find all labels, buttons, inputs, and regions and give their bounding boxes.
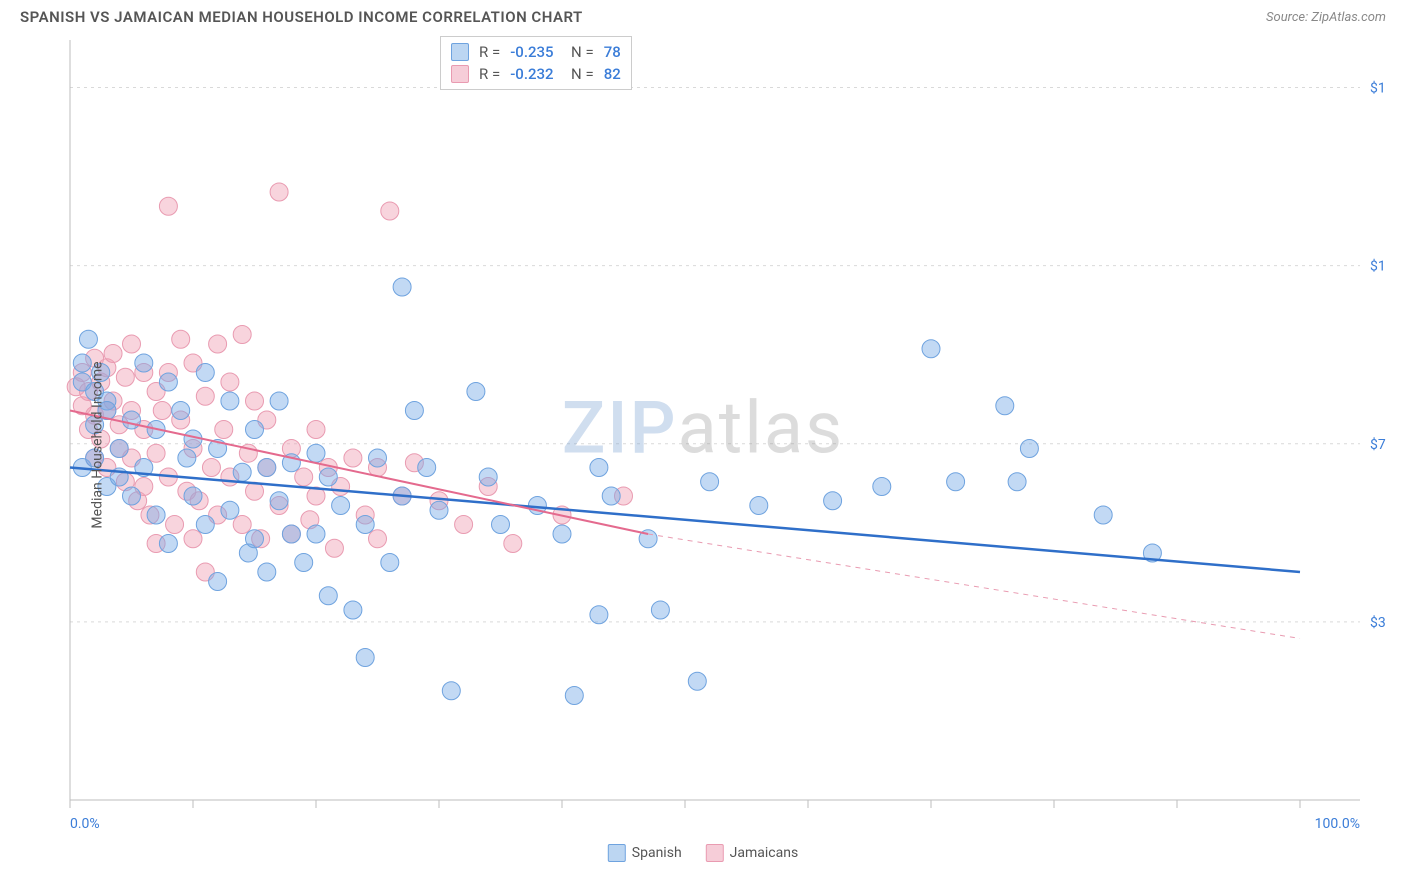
header: SPANISH VS JAMAICAN MEDIAN HOUSEHOLD INC… <box>0 0 1406 30</box>
swatch-spanish <box>451 43 469 61</box>
legend-label-jamaicans: Jamaicans <box>730 845 799 861</box>
legend-label-spanish: Spanish <box>632 845 682 861</box>
svg-text:100.0%: 100.0% <box>1315 816 1360 832</box>
svg-text:$37,500: $37,500 <box>1370 614 1386 631</box>
chart-area: Median Household Income $37,500 $75,000 $1… <box>20 30 1386 860</box>
svg-text:$112,500: $112,500 <box>1370 258 1386 275</box>
svg-text:0.0%: 0.0% <box>70 816 100 832</box>
correlation-legend: R = -0.235 N = 78 R = -0.232 N = 82 <box>440 36 632 90</box>
source-attribution: Source: ZipAtlas.com <box>1266 10 1386 25</box>
scatter-plot-svg: $37,500 $75,000 $112,500 $150,000 0.0% 100.0% <box>20 30 1386 860</box>
chart-title: SPANISH VS JAMAICAN MEDIAN HOUSEHOLD INC… <box>20 8 583 26</box>
corr-n-jamaicans: 82 <box>604 65 621 83</box>
legend-swatch-jamaicans <box>706 844 724 862</box>
corr-n-spanish: 78 <box>604 43 621 61</box>
corr-row-jamaicans: R = -0.232 N = 82 <box>451 63 621 85</box>
legend-bottom: Spanish Jamaicans <box>608 844 798 862</box>
legend-swatch-spanish <box>608 844 626 862</box>
svg-text:$150,000: $150,000 <box>1370 80 1386 97</box>
svg-text:$75,000: $75,000 <box>1370 436 1386 453</box>
swatch-jamaicans <box>451 65 469 83</box>
corr-row-spanish: R = -0.235 N = 78 <box>451 41 621 63</box>
legend-item-spanish: Spanish <box>608 844 682 862</box>
corr-r-spanish: -0.235 <box>510 43 553 61</box>
corr-r-jamaicans: -0.232 <box>510 65 553 83</box>
y-axis-label: Median Household Income <box>90 361 106 528</box>
legend-item-jamaicans: Jamaicans <box>706 844 799 862</box>
